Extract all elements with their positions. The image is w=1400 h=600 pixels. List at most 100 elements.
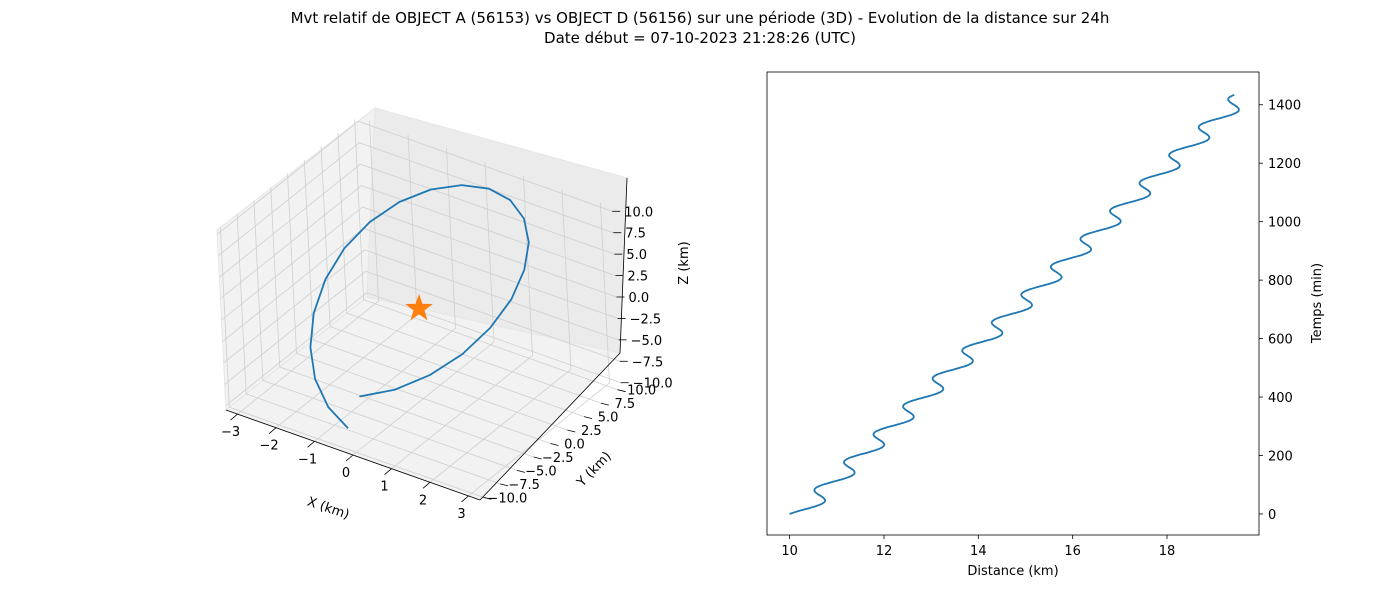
ticks-3d: −3−2−10123−10.0−7.5−5.0−2.50.02.55.07.51… [221, 205, 673, 522]
grid-y-floor [262, 380, 518, 471]
grid-z-side [223, 249, 365, 364]
x-tick-label: 3 [457, 507, 465, 522]
distance-series [789, 93, 1240, 515]
x-tick-label: 0 [342, 466, 350, 481]
grid-z-side [224, 270, 366, 385]
grid-y-floor [346, 312, 601, 404]
grid-z-side [225, 292, 368, 407]
origin-star-marker [405, 293, 433, 321]
y-tick-label: 10.0 [627, 384, 656, 399]
grid-y-floor [279, 366, 534, 458]
x-tick-label: 10 [781, 544, 798, 559]
z-tick-label: 5.0 [626, 248, 647, 263]
y-tick-label: 1400 [1268, 99, 1301, 114]
x-tick-label: 18 [1159, 544, 1176, 559]
x-tick-label: −2 [259, 439, 278, 454]
z-axis-label: Z (km) [677, 241, 692, 284]
y-tick-label: 2.5 [581, 424, 602, 439]
grid-y-floor [313, 339, 568, 431]
y-tick-label: −2.5 [542, 451, 574, 466]
y-tick-label: −10.0 [487, 491, 527, 506]
z-tick-label: 0.0 [629, 291, 650, 306]
grid-z-side [220, 185, 362, 299]
x-axis-label-distance: Distance (km) [967, 564, 1058, 579]
y-tick-label: 0.0 [564, 438, 585, 453]
distance-line [789, 93, 1240, 515]
y-tick-label: 1000 [1268, 216, 1301, 231]
x-tick-label: 14 [970, 544, 987, 559]
grid-y-floor [329, 326, 585, 417]
x-tick-label: 12 [876, 544, 893, 559]
grid-z-side [221, 206, 363, 321]
y-tick-mark [567, 429, 576, 433]
z-axis-line [619, 177, 628, 354]
ticks-2d: 10 12 14 16 18 0 200 400 600 800 1000 1200 1400 [781, 99, 1301, 559]
x-tick-mark [384, 468, 392, 475]
plot-frame [766, 71, 1260, 536]
y-tick-label: 400 [1268, 391, 1293, 406]
y-tick-label: 0 [1268, 508, 1276, 523]
grid-z-back [365, 270, 620, 362]
figure-title-line1: Mvt relatif de OBJECT A (56153) vs OBJEC… [290, 9, 1110, 27]
grid-z-back [358, 120, 613, 212]
grid-z-side [219, 163, 361, 278]
y-tick-mark [600, 402, 609, 406]
y-axis-line [479, 352, 621, 501]
grid-z-back [360, 163, 615, 255]
y-tick-mark [550, 443, 559, 446]
y-tick-label: −7.5 [508, 478, 540, 493]
x-tick-label: 16 [1064, 544, 1081, 559]
y-tick-label: 1200 [1268, 157, 1301, 172]
y-tick-mark [500, 483, 509, 487]
x-tick-mark [345, 454, 354, 462]
x-tick-mark [461, 495, 469, 503]
trajectory-line [309, 184, 530, 429]
grid-z-back [366, 292, 621, 384]
x-tick-label: 1 [380, 480, 388, 495]
y-tick-label: 200 [1268, 449, 1293, 464]
x-tick-mark [268, 427, 277, 435]
distance-time-plot: 10 12 14 16 18 0 200 400 600 800 1000 1200 1400 Dist… [766, 71, 1325, 579]
figure-title-line2: Date début = 07-10-2023 21:28:26 (UTC) [544, 29, 856, 47]
y-tick-mark [483, 496, 492, 500]
grid-y-floor [246, 393, 501, 485]
y-tick-label: −5.0 [525, 464, 557, 479]
y-tick-mark [617, 389, 626, 393]
grid-z-back [363, 228, 618, 319]
z-tick-label: −5.0 [631, 334, 663, 349]
trajectory-3d [309, 184, 530, 429]
z-tick-label: −7.5 [632, 355, 664, 370]
grid-z-side [216, 120, 359, 235]
y-tick-mark [533, 456, 542, 460]
z-tick-label: −2.5 [630, 312, 662, 327]
grid-y-floor [296, 353, 551, 444]
y-tick-mark [583, 416, 593, 419]
grid-y-floor [363, 299, 618, 391]
x-tick-mark [422, 481, 431, 489]
y-axis-label: Y (km) [574, 449, 615, 491]
grid-z-side [218, 142, 360, 257]
y-axis-label-temps: Temps (min) [1310, 263, 1325, 344]
z-tick-label: 2.5 [627, 270, 648, 285]
grid-3d [216, 119, 621, 498]
y-tick-label: 600 [1268, 333, 1293, 348]
grid-y-floor [229, 406, 484, 498]
x-tick-mark [307, 441, 315, 448]
x-axis-label: X (km) [305, 495, 351, 523]
y-tick-label: 5.0 [598, 411, 619, 426]
x-tick-label: −1 [298, 452, 317, 467]
z-tick-label: −10.0 [633, 377, 673, 392]
z-tick-label: 10.0 [624, 205, 653, 220]
grid-z-side [222, 228, 364, 342]
y-tick-label: 7.5 [615, 397, 636, 412]
grid-z-back [362, 206, 617, 298]
x-tick-label: 2 [419, 493, 427, 508]
x-tick-mark [230, 413, 238, 421]
grid-z-back [364, 249, 619, 341]
x-tick-label: −3 [221, 425, 240, 440]
y-tick-label: 800 [1268, 274, 1293, 289]
z-tick-label: 7.5 [625, 227, 646, 242]
3d-trajectory-plot: −3−2−10123−10.0−7.5−5.0−2.50.02.55.07.51… [216, 106, 692, 523]
y-tick-mark [516, 470, 526, 473]
